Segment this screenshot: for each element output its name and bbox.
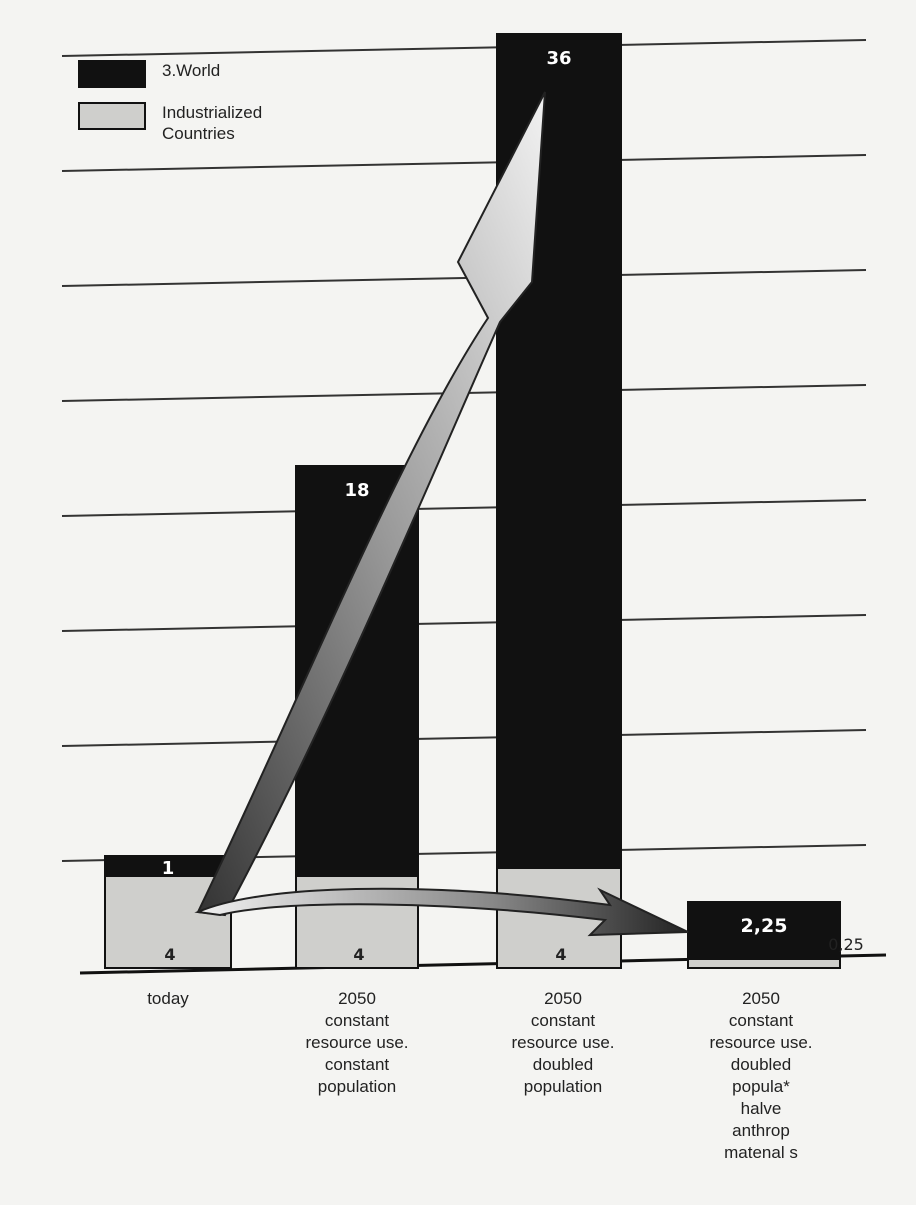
gridline xyxy=(61,499,867,517)
data-label-third-world: 2,25 xyxy=(741,915,788,937)
legend-label-third-world: 3.World xyxy=(162,61,221,80)
legend-item-third-world: 3.World xyxy=(78,60,262,88)
category-label-halved: 2050 constant resource use. doubled popu… xyxy=(709,989,813,1162)
legend-swatch-industrialized xyxy=(78,102,146,130)
legend-label-industrialized: Industrialized Countries xyxy=(162,103,263,143)
data-label-industrialized: 4 xyxy=(164,945,175,964)
arrows xyxy=(194,91,689,937)
legend-item-industrialized: Industrialized Countries xyxy=(78,102,262,144)
data-labels: 1 4 18 4 36 4 2,25 0,25 xyxy=(162,48,864,964)
gridline xyxy=(61,154,867,172)
gridline xyxy=(61,269,867,287)
category-label-constant-population: 2050 constant resource use. constant pop… xyxy=(305,989,409,1096)
legend: 3.World Industrialized Countries xyxy=(78,60,262,158)
bars xyxy=(104,33,841,969)
data-label-third-world: 18 xyxy=(344,480,369,501)
data-label-industrialized: 4 xyxy=(555,945,566,964)
data-label-industrialized: 0,25 xyxy=(828,935,864,954)
data-label-third-world: 1 xyxy=(162,858,175,879)
gridline xyxy=(61,614,867,632)
gridline xyxy=(61,729,867,747)
bar-industrialized xyxy=(496,867,622,969)
category-label-doubled-population: 2050 constant resource use. doubled popu… xyxy=(511,989,615,1096)
arrow-right xyxy=(194,887,689,937)
bar-industrialized xyxy=(687,958,841,969)
arrow-up xyxy=(196,91,546,917)
gridline xyxy=(61,39,867,57)
data-label-third-world: 36 xyxy=(546,48,571,69)
legend-swatch-third-world xyxy=(78,60,146,88)
category-label-today: today xyxy=(147,989,189,1008)
data-label-industrialized: 4 xyxy=(353,945,364,964)
